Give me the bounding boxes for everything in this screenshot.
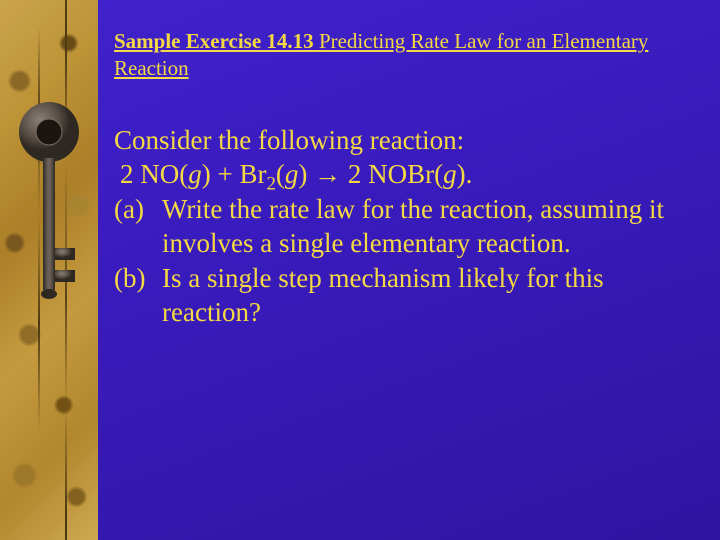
decorative-sidebar	[0, 0, 98, 540]
list-label-a: (a)	[114, 192, 162, 261]
slide-body: Consider the following reaction: 2 NO(g)…	[114, 123, 696, 330]
list-label-b: (b)	[114, 261, 162, 330]
title-prefix: Sample Exercise 14.13	[114, 29, 314, 53]
reaction-equation: 2 NO(g) + Br2(g) → 2 NOBr(g).	[114, 157, 696, 192]
list-text-a: Write the rate law for the reaction, ass…	[162, 192, 696, 261]
list-text-b: Is a single step mechanism likely for th…	[162, 261, 696, 330]
intro-text: Consider the following reaction:	[114, 123, 696, 158]
slide-content: Sample Exercise 14.13 Predicting Rate La…	[98, 0, 720, 540]
slide-title: Sample Exercise 14.13 Predicting Rate La…	[114, 28, 696, 83]
key-icon	[18, 100, 80, 310]
list-item-b: (b) Is a single step mechanism likely fo…	[114, 261, 696, 330]
list-item-a: (a) Write the rate law for the reaction,…	[114, 192, 696, 261]
